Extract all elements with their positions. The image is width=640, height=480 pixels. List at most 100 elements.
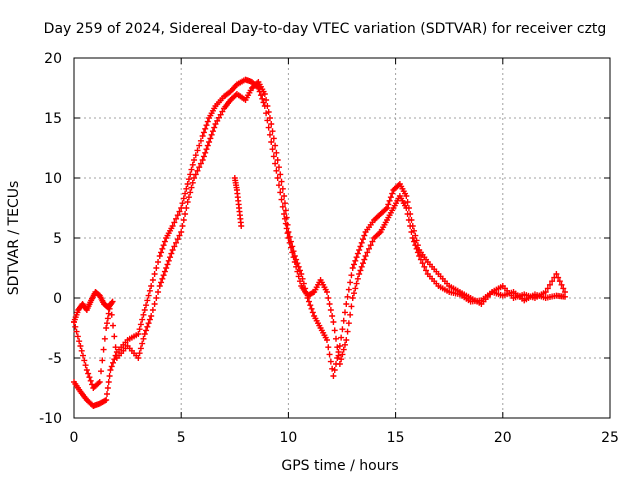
data-point	[274, 175, 281, 181]
y-tick-label: 10	[44, 171, 62, 187]
data-point	[176, 208, 183, 215]
data-point	[357, 243, 364, 250]
data-point	[369, 238, 376, 245]
data-point	[266, 131, 273, 138]
data-point	[77, 343, 84, 349]
data-point	[144, 323, 151, 330]
data-point	[155, 259, 162, 265]
data-point	[339, 351, 346, 358]
data-point	[273, 167, 280, 174]
data-point	[211, 124, 218, 131]
data-point	[342, 341, 349, 348]
data-point	[384, 205, 391, 211]
data-point	[335, 349, 342, 355]
data-point	[178, 229, 185, 235]
data-point	[287, 244, 294, 251]
data-point	[137, 321, 144, 328]
data-point	[274, 157, 281, 163]
data-point	[182, 211, 189, 217]
data-point	[161, 268, 168, 275]
data-point	[151, 301, 158, 307]
data-point	[111, 333, 118, 340]
data-point	[156, 283, 163, 289]
data-point	[405, 205, 412, 211]
data-point	[194, 167, 201, 174]
data-point	[146, 287, 153, 294]
data-point	[270, 135, 277, 142]
data-point	[199, 157, 206, 163]
data-point	[187, 171, 194, 178]
y-axis-label: SDTVAR / TECUs	[6, 181, 22, 296]
data-point	[408, 217, 415, 223]
data-point	[382, 206, 389, 213]
data-point	[343, 337, 350, 343]
data-point	[361, 256, 368, 263]
data-point	[281, 211, 288, 217]
data-point	[101, 335, 108, 342]
data-point	[281, 193, 288, 199]
data-point	[217, 111, 224, 118]
y-tick-label: 0	[53, 291, 62, 307]
data-point	[356, 271, 363, 277]
data-point	[366, 245, 373, 252]
y-tick-label: 5	[53, 231, 62, 247]
data-point	[298, 271, 305, 277]
data-point	[281, 200, 288, 207]
data-point	[200, 153, 207, 160]
data-point	[148, 313, 155, 319]
data-point	[283, 214, 290, 221]
data-point	[356, 247, 363, 253]
data-point	[108, 311, 115, 318]
x-tick-label: 10	[279, 430, 297, 446]
data-point	[351, 261, 358, 268]
data-point	[286, 239, 293, 246]
data-point	[155, 289, 162, 295]
data-point	[269, 128, 276, 135]
data-point	[203, 122, 210, 129]
y-tick-label: 15	[44, 111, 62, 127]
data-point	[387, 194, 394, 201]
data-point	[303, 290, 310, 297]
plot-frame	[73, 57, 611, 419]
data-point	[546, 281, 553, 288]
data-point	[141, 307, 148, 313]
data-point	[174, 236, 181, 243]
data-point	[184, 181, 191, 187]
data-point	[558, 281, 565, 288]
data-point	[257, 92, 264, 99]
data-point	[284, 221, 291, 228]
data-point	[338, 334, 345, 341]
data-point	[412, 232, 419, 239]
data-point	[327, 307, 334, 313]
data-point	[300, 280, 307, 287]
data-point	[279, 203, 286, 210]
data-point	[291, 253, 298, 259]
data-point	[419, 260, 426, 267]
data-point	[176, 232, 183, 239]
data-point	[351, 290, 358, 297]
data-point	[549, 278, 556, 285]
data-point	[347, 311, 354, 318]
data-point	[83, 367, 90, 373]
data-point	[289, 243, 296, 250]
data-point	[192, 171, 199, 178]
data-point	[282, 207, 289, 214]
data-point	[348, 303, 355, 310]
data-point	[149, 277, 156, 283]
data-point	[353, 280, 360, 287]
data-point	[362, 253, 369, 259]
data-point	[202, 149, 209, 156]
data-point	[421, 263, 428, 270]
data-point	[185, 176, 192, 183]
data-point	[360, 260, 367, 267]
data-point	[140, 335, 147, 342]
data-point	[85, 370, 92, 377]
data-point	[136, 350, 143, 357]
data-point	[285, 229, 292, 235]
data-point	[156, 253, 163, 259]
data-point	[295, 263, 302, 270]
data-point	[74, 333, 81, 340]
data-point	[96, 379, 103, 385]
data-point	[325, 295, 332, 301]
data-point	[105, 310, 112, 317]
